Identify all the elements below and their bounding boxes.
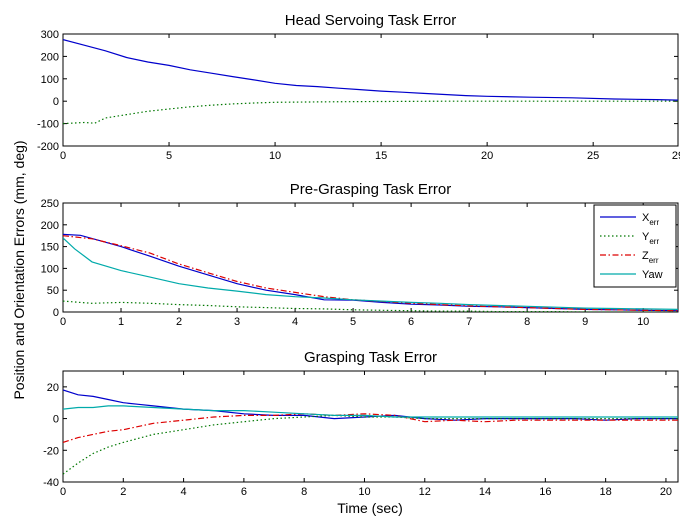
panel-3-ytick-label: -20 bbox=[43, 445, 59, 457]
panel-3-xtick-label: 14 bbox=[479, 486, 491, 498]
panel-2-ytick-label: 100 bbox=[41, 263, 59, 275]
panel-3-xtick-label: 2 bbox=[120, 486, 126, 498]
panel-2-legend-box bbox=[593, 204, 677, 288]
panel-2-xtick-label: 0 bbox=[60, 316, 66, 328]
panel-1-title: Head Servoing Task Error bbox=[285, 12, 456, 29]
panel-3-title: Grasping Task Error bbox=[304, 349, 437, 366]
panel-2-xtick-label: 3 bbox=[234, 316, 240, 328]
panel-1-ytick-label: -200 bbox=[37, 141, 59, 153]
panel-2-xtick-label: 10 bbox=[637, 316, 649, 328]
panel-3-xtick-label: 4 bbox=[181, 486, 187, 498]
panel-2-series-4-line bbox=[63, 237, 678, 310]
panel-1-xtick-label: 5 bbox=[166, 150, 172, 162]
panel-2-xtick-label: 5 bbox=[350, 316, 356, 328]
panel-1-ytick-label: 0 bbox=[53, 96, 59, 108]
panel-2-xtick-label: 8 bbox=[524, 316, 530, 328]
panel-1-xtick-label: 10 bbox=[269, 150, 281, 162]
panel-1-ytick-label: 200 bbox=[41, 51, 59, 63]
panel-2-legend-label-4: Yaw bbox=[642, 269, 663, 281]
panel-3-ytick-label: 20 bbox=[47, 382, 59, 394]
panel-3-axes-box bbox=[62, 370, 679, 483]
panel-3-series-1-line bbox=[63, 389, 678, 421]
panel-2-axes-box bbox=[62, 202, 679, 313]
panel-3-ytick-label: 0 bbox=[53, 414, 59, 426]
panel-2-legend-label-2: Yerr bbox=[642, 231, 659, 246]
panel-2-title: Pre-Grasping Task Error bbox=[290, 181, 451, 198]
panel-3-series-3-line bbox=[63, 413, 678, 443]
panel-2-series-2-line bbox=[63, 300, 678, 312]
panel-2-legend-label-3: Zerr bbox=[642, 250, 659, 265]
panel-2-ytick-label: 200 bbox=[41, 220, 59, 232]
panel-2-ytick-label: 0 bbox=[53, 307, 59, 319]
panel-1-ytick-label: -100 bbox=[37, 119, 59, 131]
panel-1-ytick-label: 100 bbox=[41, 74, 59, 86]
panel-2-ytick-label: 50 bbox=[47, 285, 59, 297]
panel-2-ytick-label: 150 bbox=[41, 242, 59, 254]
figure-xlabel: Time (sec) bbox=[337, 500, 403, 516]
panel-1-xtick-label: 20 bbox=[481, 150, 493, 162]
panel-3-xtick-label: 20 bbox=[660, 486, 672, 498]
panel-1-series-1-line bbox=[63, 39, 678, 101]
panel-1-ytick-label: 300 bbox=[41, 29, 59, 41]
panel-3-xtick-label: 10 bbox=[358, 486, 370, 498]
panel-3-xtick-label: 16 bbox=[539, 486, 551, 498]
panel-1-xtick-label: 25 bbox=[587, 150, 599, 162]
panel-3-series-2-line bbox=[63, 414, 678, 475]
panel-1-xtick-label: 15 bbox=[375, 150, 387, 162]
panel-3-ytick-label: -40 bbox=[43, 477, 59, 489]
panel-3-xtick-label: 8 bbox=[301, 486, 307, 498]
panel-2-ytick-label: 250 bbox=[41, 198, 59, 210]
panel-2-legend-label-1: Xerr bbox=[642, 212, 659, 227]
panel-2-xtick-label: 2 bbox=[176, 316, 182, 328]
panel-1-series-2-line bbox=[63, 100, 678, 125]
panel-1-xtick-label: 29 bbox=[672, 150, 680, 162]
panel-2-xtick-label: 9 bbox=[582, 316, 588, 328]
panel-2-xtick-label: 4 bbox=[292, 316, 298, 328]
panel-2-xtick-label: 6 bbox=[408, 316, 414, 328]
panel-1-xtick-label: 0 bbox=[60, 150, 66, 162]
panel-3-xtick-label: 0 bbox=[60, 486, 66, 498]
panel-3-xtick-label: 18 bbox=[600, 486, 612, 498]
panel-3-series-4-line bbox=[63, 405, 678, 418]
panel-3-xtick-label: 6 bbox=[241, 486, 247, 498]
panel-2-xtick-label: 7 bbox=[466, 316, 472, 328]
panel-3-xtick-label: 12 bbox=[419, 486, 431, 498]
figure-ylabel: Position and Orientation Errors (mm, deg… bbox=[11, 140, 27, 399]
panel-2-xtick-label: 1 bbox=[118, 316, 124, 328]
